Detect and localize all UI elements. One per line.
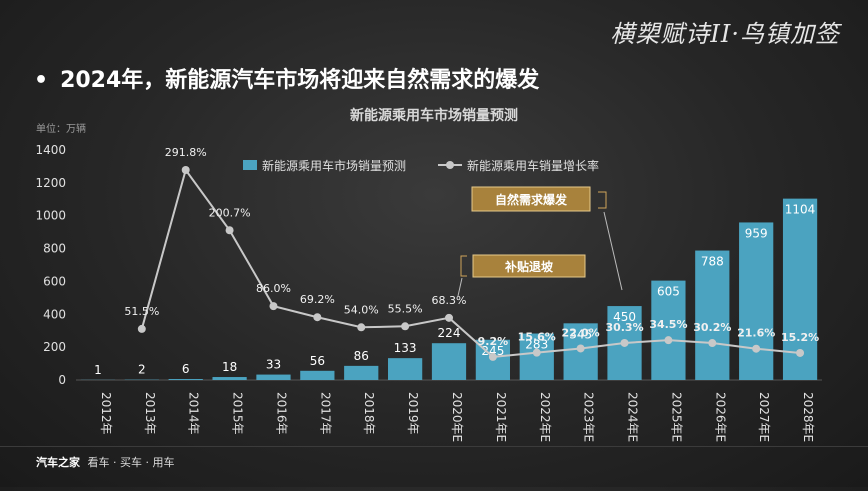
footer: 汽车之家 看车 · 买车 · 用车 — [36, 454, 174, 470]
y-tick-label: 800 — [43, 242, 66, 256]
annotation-subsidy-text: 补贴退坡 — [504, 259, 554, 274]
bar-value-label: 86 — [354, 349, 369, 363]
legend-line-label: 新能源乘用车销量增长率 — [467, 158, 599, 173]
bar — [739, 222, 773, 380]
x-tick-label: 2020年E — [450, 392, 464, 442]
growth-label: 51.5% — [124, 305, 159, 318]
bar — [388, 358, 422, 380]
annotation-demand-text: 自然需求爆发 — [495, 192, 568, 207]
unit-label: 单位：万辆 — [36, 122, 86, 135]
x-tick-label: 2018年 — [362, 392, 376, 435]
x-tick-label: 2014年 — [187, 392, 201, 435]
growth-point — [577, 344, 585, 352]
growth-label: 34.5% — [649, 318, 687, 331]
bar-value-label: 6 — [182, 362, 190, 376]
x-tick-label: 2022年E — [538, 392, 552, 442]
growth-label: 200.7% — [209, 206, 251, 219]
x-tick-label: 2021年E — [494, 392, 508, 442]
growth-point — [664, 336, 672, 344]
growth-point — [708, 339, 716, 347]
bar-value-label: 788 — [701, 255, 724, 269]
growth-point — [796, 349, 804, 357]
growth-label: 21.6% — [737, 327, 775, 340]
y-tick-label: 1200 — [35, 176, 66, 190]
x-tick-label: 2026年E — [713, 392, 727, 442]
bar-value-label: 2 — [138, 363, 146, 377]
growth-point — [182, 166, 190, 174]
growth-point — [226, 226, 234, 234]
y-tick-label: 600 — [43, 274, 66, 288]
x-tick-label: 2017年 — [318, 392, 332, 435]
growth-label: 86.0% — [256, 282, 291, 295]
x-tick-label: 2028年E — [801, 392, 815, 442]
growth-label: 68.3% — [432, 294, 467, 307]
growth-point — [401, 322, 409, 330]
bar-value-label: 959 — [745, 226, 768, 240]
bar-value-label: 56 — [310, 354, 325, 368]
y-tick-label: 200 — [43, 340, 66, 354]
y-tick-label: 1000 — [35, 209, 66, 223]
legend-bar-label: 新能源乘用车市场销量预测 — [262, 158, 406, 173]
bar — [256, 375, 290, 380]
bar — [432, 343, 466, 380]
x-tick-label: 2012年 — [99, 392, 113, 435]
x-tick-label: 2015年 — [231, 392, 245, 435]
bar — [169, 379, 203, 380]
x-tick-label: 2024年E — [626, 392, 640, 442]
growth-point — [752, 345, 760, 353]
footer-logo: 汽车之家 — [36, 456, 80, 469]
annotation-bracket-demand — [598, 192, 606, 208]
growth-label: 55.5% — [388, 302, 423, 315]
growth-label: 69.2% — [300, 293, 335, 306]
legend-line-marker — [446, 161, 454, 169]
bar — [300, 371, 334, 380]
x-tick-label: 2016年 — [274, 392, 288, 435]
bar — [212, 377, 246, 380]
growth-label: 30.2% — [693, 321, 731, 334]
growth-point — [138, 325, 146, 333]
growth-label: 30.3% — [605, 321, 643, 334]
x-tick-label: 2019年 — [406, 392, 420, 435]
bar-value-label: 1104 — [785, 203, 816, 217]
bar — [695, 251, 729, 380]
growth-point — [313, 313, 321, 321]
x-tick-label: 2013年 — [143, 392, 157, 435]
bar-value-label: 605 — [657, 285, 680, 299]
annotation-bracket-subsidy — [461, 256, 467, 276]
x-tick-label: 2025年E — [669, 392, 683, 442]
growth-point — [357, 323, 365, 331]
growth-label: 22.0% — [562, 326, 600, 339]
annotation-pointer-demand — [604, 212, 622, 290]
growth-label: 15.2% — [781, 331, 819, 344]
y-tick-label: 1400 — [35, 143, 66, 157]
bar-value-label: 18 — [222, 360, 237, 374]
legend-bar-swatch — [243, 160, 257, 170]
x-tick-label: 2027年E — [757, 392, 771, 442]
growth-point — [621, 339, 629, 347]
growth-label: 15.6% — [518, 331, 556, 344]
growth-label: 9.2% — [478, 335, 509, 348]
bar-value-label: 133 — [394, 341, 417, 355]
bar-value-label: 224 — [438, 326, 461, 340]
bar-value-label: 33 — [266, 358, 281, 372]
y-tick-label: 400 — [43, 307, 66, 321]
growth-label: 54.0% — [344, 303, 379, 316]
y-tick-label: 0 — [58, 373, 66, 387]
growth-point — [269, 302, 277, 310]
bar — [344, 366, 378, 380]
bar-value-label: 1 — [94, 363, 102, 377]
growth-point — [533, 349, 541, 357]
chart-title: 新能源乘用车市场销量预测 — [350, 107, 518, 124]
growth-point — [489, 353, 497, 361]
growth-point — [445, 314, 453, 322]
x-tick-label: 2023年E — [582, 392, 596, 442]
footer-slogan: 看车 · 买车 · 用车 — [88, 456, 175, 469]
growth-label: 291.8% — [165, 146, 207, 159]
footer-divider — [0, 446, 868, 447]
